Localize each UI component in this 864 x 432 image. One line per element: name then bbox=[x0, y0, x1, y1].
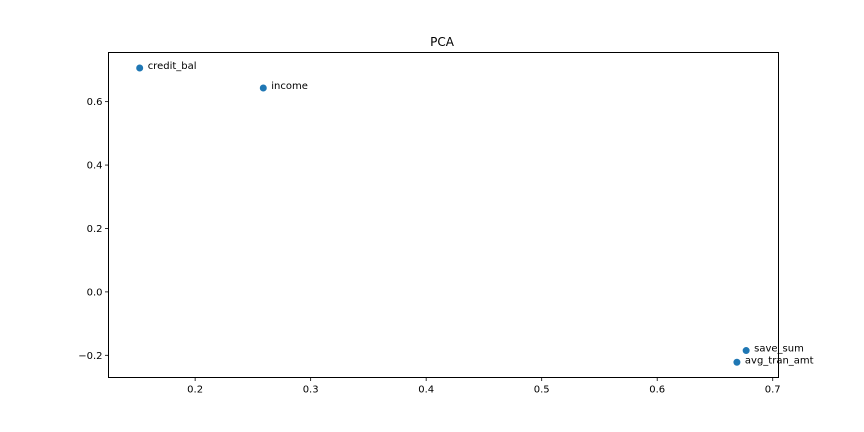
point-label: credit_bal bbox=[148, 61, 197, 72]
x-tick-label: 0.2 bbox=[187, 385, 203, 396]
scatter-point[interactable] bbox=[136, 64, 144, 72]
x-tick-label: 0.7 bbox=[765, 385, 781, 396]
point-label: income bbox=[271, 81, 308, 92]
x-tick-label: 0.6 bbox=[649, 385, 665, 396]
y-tick-label: 0.2 bbox=[87, 224, 103, 235]
y-tick-label: 0.6 bbox=[87, 97, 103, 108]
chart-title: PCA bbox=[430, 35, 455, 49]
point-label: save_sum bbox=[754, 344, 804, 355]
point-label: avg_tran_amt bbox=[745, 355, 814, 366]
scatter-point[interactable] bbox=[733, 358, 741, 366]
x-tick-label: 0.4 bbox=[418, 385, 434, 396]
y-tick-label: 0.4 bbox=[87, 161, 103, 172]
x-tick-label: 0.3 bbox=[303, 385, 319, 396]
axes-frame bbox=[108, 52, 779, 378]
plot-area: 0.2 0.3 0.4 0.5 0.6 0.7 −0.2 0.0 0.2 0.4 0.6 credit… bbox=[78, 61, 813, 395]
x-tick-label: 0.5 bbox=[534, 385, 550, 396]
scatter-point[interactable] bbox=[259, 84, 267, 92]
scatter-point[interactable] bbox=[742, 347, 750, 355]
y-tick-label: 0.0 bbox=[87, 287, 103, 298]
y-tick-label: −0.2 bbox=[78, 351, 102, 362]
